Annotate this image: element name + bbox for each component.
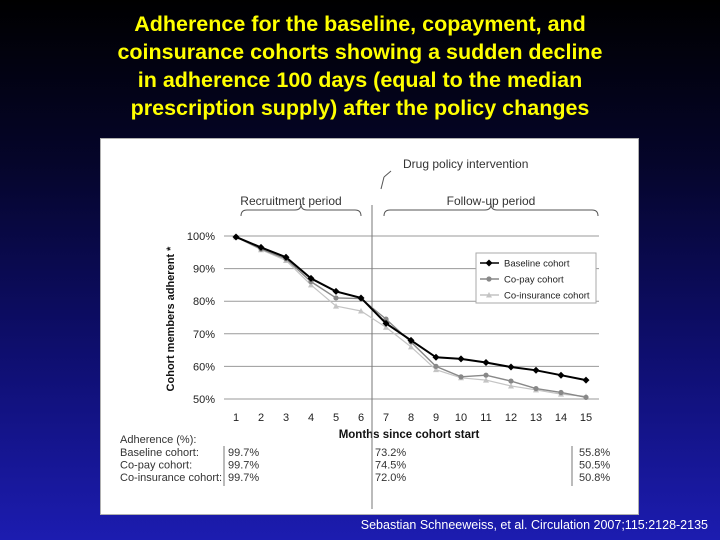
x-tick-label: 2 — [258, 412, 264, 424]
y-tick-label: 80% — [193, 296, 215, 308]
y-tick-label: 70% — [193, 329, 215, 341]
intervention-pointer — [383, 170, 392, 178]
data-point — [458, 374, 464, 380]
data-point — [333, 303, 339, 309]
data-point — [333, 295, 339, 301]
data-point — [308, 281, 314, 288]
x-tick-label: 6 — [358, 412, 364, 424]
data-point — [358, 307, 364, 314]
title-line: coinsurance cohorts showing a sudden dec… — [117, 40, 603, 64]
y-tick-label: 50% — [193, 394, 215, 406]
x-tick-label: 3 — [283, 412, 289, 424]
table-row-label: Baseline cohort: — [120, 447, 199, 459]
data-point — [508, 378, 514, 384]
figure-panel: 100% 90% 80% 70% 60% 50% 1 2 3 4 5 6 7 8 9 10 11 12 13 14 15… — [100, 138, 639, 515]
legend-label: Co-insurance cohort — [504, 291, 590, 302]
x-tick-label: 14 — [555, 412, 567, 424]
data-point — [282, 253, 290, 261]
table-header: Adherence (%): — [120, 434, 196, 446]
legend-marker — [486, 292, 492, 298]
x-tick-label: 12 — [505, 412, 517, 424]
legend-marker — [485, 259, 493, 267]
table-value: 72.0% — [375, 472, 406, 484]
data-point — [307, 274, 315, 282]
intervention-pointer — [380, 176, 385, 190]
data-point — [482, 358, 490, 366]
data-point — [532, 366, 540, 374]
y-tick-label: 100% — [187, 231, 215, 243]
x-tick-label: 10 — [455, 412, 467, 424]
table-row-label: Co-pay cohort: — [120, 460, 192, 472]
table-value: 99.7% — [228, 472, 259, 484]
x-tick-label: 7 — [383, 412, 389, 424]
data-point — [457, 355, 465, 363]
data-point — [483, 377, 489, 383]
data-point — [508, 382, 514, 389]
data-point — [583, 394, 589, 400]
data-point — [433, 363, 439, 369]
table-value: 55.8% — [579, 447, 610, 459]
data-point — [407, 336, 415, 344]
legend-marker — [486, 276, 492, 282]
x-tick-label: 13 — [530, 412, 542, 424]
slide-title: Adherence for the baseline, copayment, a… — [20, 10, 700, 122]
y-axis-label: Cohort members adherent * — [165, 246, 177, 392]
followup-brace — [383, 203, 599, 217]
legend-label: Co-pay cohort — [504, 275, 564, 286]
legend-label: Baseline cohort — [504, 259, 570, 270]
x-tick-label: 9 — [433, 412, 439, 424]
table-value: 74.5% — [375, 460, 406, 472]
y-tick-label: 90% — [193, 264, 215, 276]
data-point — [232, 233, 240, 241]
recruitment-period-label: Recruitment period — [240, 194, 341, 208]
data-point — [432, 353, 440, 361]
title-line: prescription supply) after the policy ch… — [130, 96, 590, 120]
recruitment-brace — [240, 203, 362, 217]
x-axis-label: Months since cohort start — [339, 429, 480, 441]
data-point — [383, 324, 389, 330]
table-row-label: Co-insurance cohort: — [120, 472, 222, 484]
data-point — [383, 316, 389, 322]
data-point — [483, 372, 489, 378]
intervention-label: Drug policy intervention — [403, 157, 528, 171]
data-point — [557, 371, 565, 379]
data-point — [357, 294, 365, 302]
data-point — [257, 243, 265, 251]
data-point — [382, 319, 390, 327]
x-tick-label: 5 — [333, 412, 339, 424]
data-point — [533, 385, 539, 392]
y-tick-label: 60% — [193, 361, 215, 373]
adherence-line-chart: 100%90%80%70%60%50%1 2 3 4 5 6 7 8 9 10 11 12 13 14 15… — [120, 157, 610, 509]
data-point — [507, 363, 515, 371]
data-point — [332, 287, 340, 295]
title-line: in adherence 100 days (equal to the medi… — [137, 68, 583, 92]
table-value: 99.7% — [228, 447, 259, 459]
table-value: 50.5% — [579, 460, 610, 472]
data-point — [558, 389, 564, 396]
citation: Sebastian Schneeweiss, et al. Circulatio… — [360, 518, 708, 532]
x-tick-label: 11 — [480, 412, 491, 424]
x-tick-label: 1 — [233, 412, 239, 424]
data-point — [582, 376, 590, 384]
x-tick-label: 8 — [408, 412, 414, 424]
title-line: Adherence for the baseline, copayment, a… — [134, 12, 586, 36]
followup-period-label: Follow-up period — [447, 194, 536, 208]
data-point — [433, 366, 439, 373]
table-value: 73.2% — [375, 447, 406, 459]
x-tick-label: 15 — [580, 412, 592, 424]
table-value: 50.8% — [579, 472, 610, 484]
table-value: 99.7% — [228, 460, 259, 472]
data-point — [408, 343, 414, 350]
x-tick-label: 4 — [308, 412, 314, 424]
